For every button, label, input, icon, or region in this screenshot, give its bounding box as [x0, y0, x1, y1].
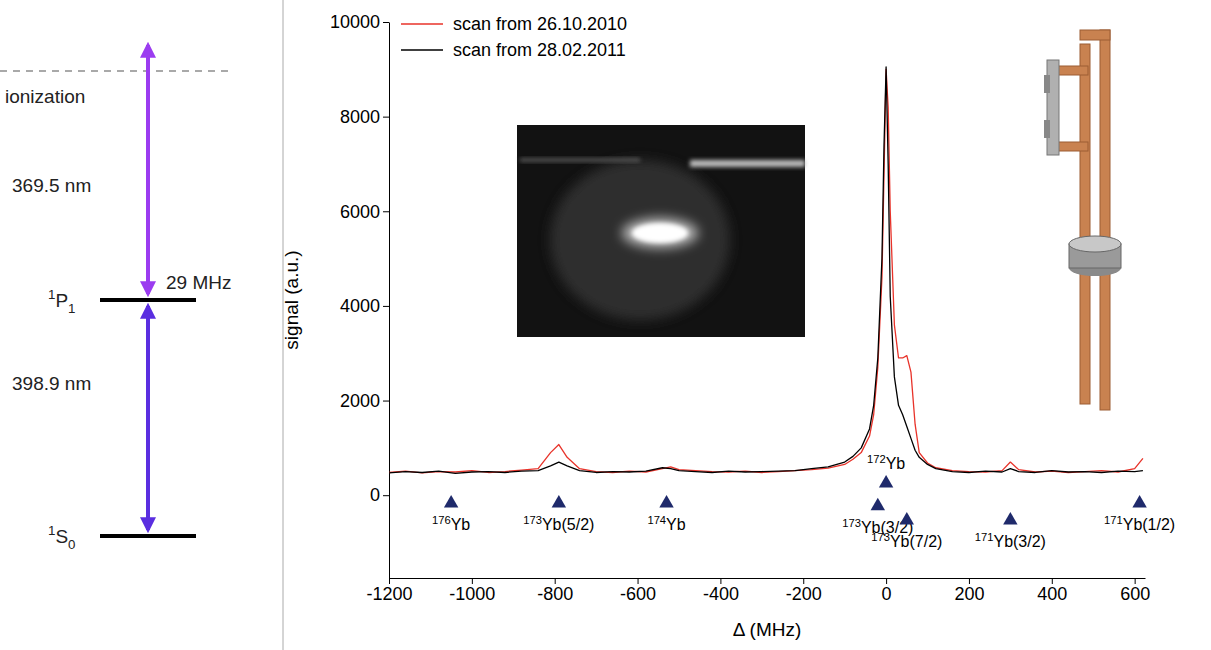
transition-arrow: [146, 45, 150, 294]
legend-swatch: [401, 23, 443, 25]
x-tick: 600: [1120, 578, 1150, 604]
x-tick-label: -600: [620, 584, 656, 604]
isotope-label: 173Yb(5/2): [523, 514, 594, 533]
series-line: [389, 67, 1143, 473]
y-tick: 0: [370, 485, 389, 505]
inset-image: [517, 125, 805, 337]
isotope-marker: [871, 498, 885, 510]
transition-label: 369.5 nm: [12, 175, 91, 196]
isotope-label: 172Yb: [867, 453, 905, 472]
y-tick-label: 0: [370, 485, 380, 505]
y-tick-mark: [383, 401, 389, 402]
series-line: [389, 69, 1143, 473]
x-tick-label: -1200: [366, 584, 412, 604]
figure: ionization 1S0 1P1 398.9 nm 369.5 nm 29 MHz 0 2…: [0, 0, 1211, 650]
x-tick: -800: [537, 578, 573, 604]
y-axis-title: signal (a.u.): [281, 250, 302, 349]
y-axis: 0 2000 4000 6000 8000 10000: [330, 12, 390, 578]
y-tick: 6000: [340, 202, 389, 222]
transition-arrow: [146, 306, 150, 530]
plot-area: [389, 67, 1143, 473]
y-tick-label: 10000: [330, 12, 380, 32]
x-tick-label: -800: [537, 584, 573, 604]
y-tick: 8000: [340, 107, 389, 127]
x-axis: -1200 -1000 -800 -600 -400 -200 0 200 400 600: [366, 578, 1150, 604]
energy-level: [100, 298, 196, 302]
legend-label: scan from 28.02.2011: [453, 40, 626, 60]
isotope-label: 173Yb(7/2): [871, 531, 942, 550]
isotope-label: 174Yb: [647, 514, 685, 533]
isotope-marker: [659, 495, 673, 507]
y-tick-label: 2000: [340, 391, 380, 411]
y-tick: 10000: [330, 12, 389, 32]
isotope-label: 171Yb(3/2): [975, 531, 1046, 550]
x-tick: -1200: [366, 578, 412, 604]
x-tick-label: 0: [882, 584, 892, 604]
legend: scan from 26.10.2010 scan from 28.02.2011: [401, 14, 627, 60]
level-label: 1S0: [48, 523, 76, 551]
transition-label: 398.9 nm: [12, 373, 91, 394]
energy-level: [100, 534, 196, 538]
ionization-label: ionization: [5, 86, 85, 107]
y-tick-label: 6000: [340, 202, 380, 222]
level-label: 1P1: [48, 287, 76, 315]
x-axis-line: [390, 578, 1146, 579]
oven-drawing: [1044, 30, 1121, 410]
x-tick: 400: [1037, 578, 1067, 604]
y-tick: 4000: [340, 296, 389, 316]
y-tick-label: 8000: [340, 107, 380, 127]
isotope-marker: [879, 475, 893, 487]
x-tick: -400: [703, 578, 739, 604]
y-tick-mark: [383, 22, 389, 23]
isotope-marker: [444, 495, 458, 507]
x-tick-label: -400: [703, 584, 739, 604]
isotope-marker: [552, 495, 566, 507]
x-tick: -600: [620, 578, 656, 604]
x-tick-label: 600: [1120, 584, 1150, 604]
y-tick: 2000: [340, 391, 389, 411]
x-tick-label: -1000: [449, 584, 495, 604]
y-tick-mark: [383, 495, 389, 496]
y-tick-mark: [383, 117, 389, 118]
isotope-markers: 176Yb173Yb(5/2)174Yb173Yb(3/2)172Yb173Yb…: [432, 453, 1175, 550]
isotope-marker: [1132, 495, 1146, 507]
legend-label: scan from 26.10.2010: [453, 14, 627, 34]
isotope-marker: [1003, 512, 1017, 524]
y-tick-mark: [383, 211, 389, 212]
x-tick: -200: [786, 578, 822, 604]
y-tick-label: 4000: [340, 296, 380, 316]
x-tick-label: 400: [1037, 584, 1067, 604]
x-tick: -1000: [449, 578, 495, 604]
x-axis-title: Δ (MHz): [733, 619, 802, 640]
linewidth-label: 29 MHz: [166, 272, 231, 293]
level-diagram: ionization 1S0 1P1 398.9 nm 369.5 nm 29 MHz: [0, 45, 231, 552]
legend-swatch: [401, 49, 443, 51]
isotope-label: 171Yb(1/2): [1104, 514, 1175, 533]
x-tick: 0: [882, 578, 892, 604]
isotope-label: 176Yb: [432, 514, 470, 533]
y-axis-line: [389, 23, 390, 579]
x-tick: 200: [954, 578, 984, 604]
ionization-line: [0, 70, 230, 71]
y-tick-mark: [383, 306, 389, 307]
isotope-marker: [900, 512, 914, 524]
x-tick-label: -200: [786, 584, 822, 604]
x-tick-label: 200: [954, 584, 984, 604]
